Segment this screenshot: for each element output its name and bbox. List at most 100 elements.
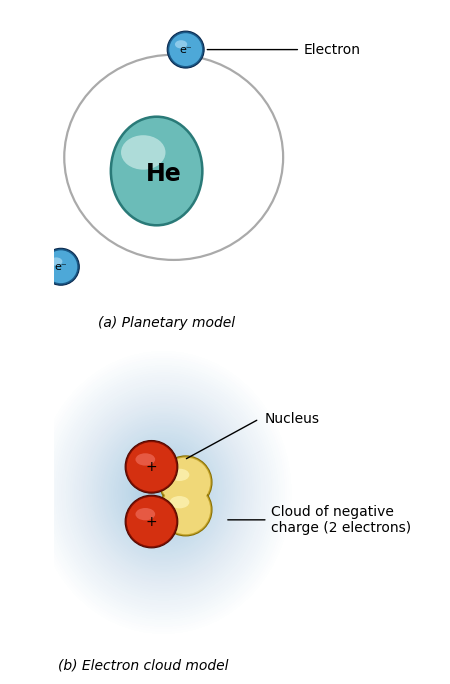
Ellipse shape bbox=[109, 116, 203, 226]
Ellipse shape bbox=[157, 486, 170, 499]
Ellipse shape bbox=[83, 404, 243, 581]
Ellipse shape bbox=[112, 435, 216, 550]
Ellipse shape bbox=[121, 135, 166, 170]
Ellipse shape bbox=[42, 358, 285, 627]
Circle shape bbox=[159, 456, 212, 509]
Ellipse shape bbox=[101, 423, 226, 562]
Ellipse shape bbox=[113, 438, 213, 547]
Ellipse shape bbox=[101, 423, 226, 562]
Ellipse shape bbox=[120, 445, 207, 540]
Ellipse shape bbox=[125, 449, 202, 536]
Ellipse shape bbox=[79, 399, 248, 586]
Ellipse shape bbox=[86, 406, 241, 579]
Ellipse shape bbox=[70, 390, 256, 595]
Ellipse shape bbox=[59, 378, 267, 607]
Ellipse shape bbox=[140, 466, 187, 518]
Ellipse shape bbox=[79, 399, 248, 586]
Text: Cloud of negative
charge (2 electrons): Cloud of negative charge (2 electrons) bbox=[271, 505, 411, 535]
Circle shape bbox=[127, 497, 176, 546]
Ellipse shape bbox=[153, 480, 174, 505]
Ellipse shape bbox=[157, 486, 170, 499]
Ellipse shape bbox=[112, 435, 216, 550]
Ellipse shape bbox=[75, 394, 252, 590]
Ellipse shape bbox=[50, 257, 63, 265]
Ellipse shape bbox=[62, 380, 265, 605]
Ellipse shape bbox=[112, 118, 201, 224]
Ellipse shape bbox=[51, 368, 276, 617]
Ellipse shape bbox=[77, 397, 250, 588]
Ellipse shape bbox=[96, 418, 230, 566]
Ellipse shape bbox=[68, 387, 259, 598]
Ellipse shape bbox=[125, 449, 202, 536]
Ellipse shape bbox=[90, 411, 237, 574]
Ellipse shape bbox=[88, 409, 239, 576]
Ellipse shape bbox=[155, 483, 172, 502]
Text: Electron: Electron bbox=[304, 42, 360, 57]
Ellipse shape bbox=[49, 365, 278, 620]
Ellipse shape bbox=[42, 358, 285, 627]
Ellipse shape bbox=[57, 375, 270, 610]
Ellipse shape bbox=[46, 363, 280, 622]
Ellipse shape bbox=[44, 361, 283, 624]
Ellipse shape bbox=[170, 469, 189, 481]
Ellipse shape bbox=[122, 447, 205, 538]
Circle shape bbox=[125, 440, 178, 493]
Ellipse shape bbox=[109, 433, 218, 553]
Text: +: + bbox=[146, 460, 158, 474]
Ellipse shape bbox=[88, 409, 239, 576]
Circle shape bbox=[42, 248, 79, 285]
Ellipse shape bbox=[59, 378, 267, 607]
Ellipse shape bbox=[131, 457, 196, 528]
Ellipse shape bbox=[86, 406, 241, 579]
Ellipse shape bbox=[103, 425, 224, 560]
Ellipse shape bbox=[99, 421, 229, 564]
Ellipse shape bbox=[90, 411, 237, 574]
Ellipse shape bbox=[135, 508, 155, 521]
Circle shape bbox=[159, 483, 212, 536]
Ellipse shape bbox=[72, 392, 254, 593]
Ellipse shape bbox=[142, 469, 185, 516]
Ellipse shape bbox=[70, 390, 256, 595]
Ellipse shape bbox=[55, 373, 272, 612]
Ellipse shape bbox=[66, 384, 261, 601]
Circle shape bbox=[127, 443, 176, 491]
Ellipse shape bbox=[170, 496, 189, 508]
Ellipse shape bbox=[40, 356, 287, 629]
Ellipse shape bbox=[129, 454, 198, 531]
Ellipse shape bbox=[133, 459, 194, 526]
Circle shape bbox=[45, 250, 77, 283]
Text: (b) Electron cloud model: (b) Electron cloud model bbox=[58, 658, 228, 672]
Ellipse shape bbox=[159, 488, 168, 497]
Circle shape bbox=[125, 495, 178, 548]
Ellipse shape bbox=[116, 440, 211, 545]
Circle shape bbox=[161, 485, 210, 534]
Ellipse shape bbox=[120, 445, 207, 540]
Ellipse shape bbox=[146, 473, 181, 512]
Text: +: + bbox=[146, 514, 158, 529]
Ellipse shape bbox=[148, 476, 179, 509]
Circle shape bbox=[169, 33, 202, 66]
Ellipse shape bbox=[62, 380, 265, 605]
Ellipse shape bbox=[107, 430, 220, 555]
Ellipse shape bbox=[153, 480, 174, 505]
Ellipse shape bbox=[137, 464, 189, 521]
Ellipse shape bbox=[53, 371, 274, 614]
Ellipse shape bbox=[55, 373, 272, 612]
Ellipse shape bbox=[36, 352, 291, 633]
Ellipse shape bbox=[33, 349, 293, 636]
Ellipse shape bbox=[109, 433, 218, 553]
Ellipse shape bbox=[140, 466, 187, 518]
Ellipse shape bbox=[135, 453, 155, 466]
Ellipse shape bbox=[40, 356, 287, 629]
Ellipse shape bbox=[38, 354, 289, 631]
Ellipse shape bbox=[126, 451, 200, 534]
Ellipse shape bbox=[96, 418, 230, 566]
Ellipse shape bbox=[146, 473, 181, 512]
Ellipse shape bbox=[161, 490, 166, 495]
Ellipse shape bbox=[144, 471, 183, 514]
Ellipse shape bbox=[94, 416, 233, 569]
Circle shape bbox=[167, 31, 204, 68]
Ellipse shape bbox=[133, 459, 194, 526]
Ellipse shape bbox=[126, 451, 200, 534]
Ellipse shape bbox=[105, 428, 222, 557]
